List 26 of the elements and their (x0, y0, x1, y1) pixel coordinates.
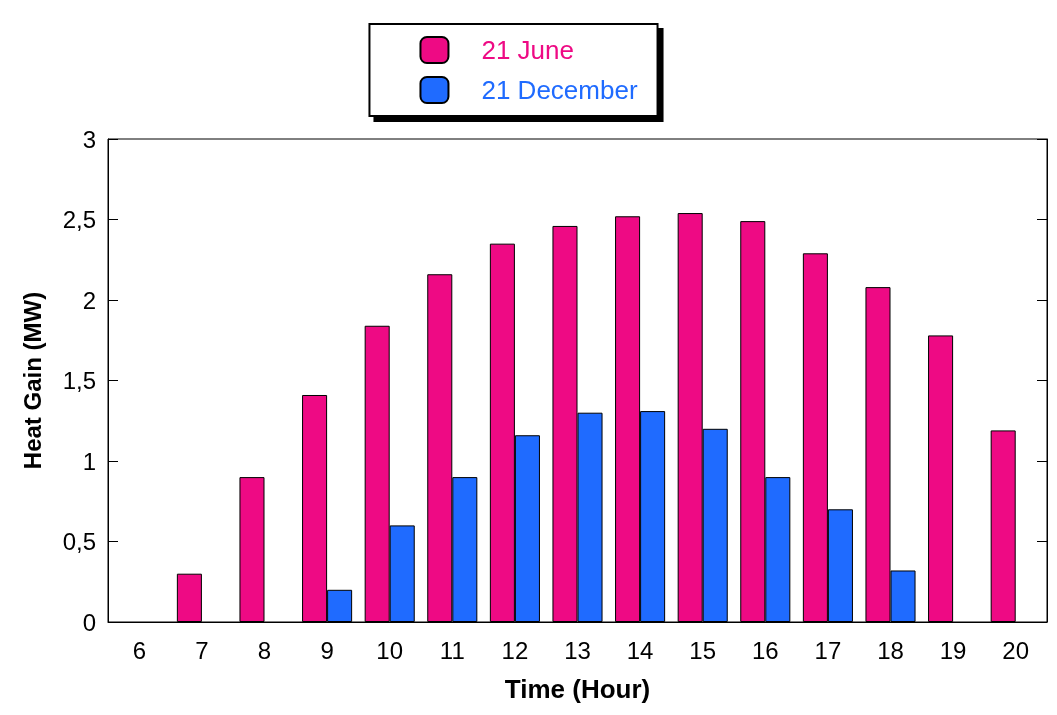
y-tick-label: 2,5 (62, 206, 96, 233)
x-tick-label: 12 (501, 636, 529, 664)
x-tick-label: 13 (564, 636, 591, 664)
y-tick-label: 1 (82, 447, 96, 475)
x-tick-label: 19 (939, 636, 967, 664)
y-tick-label: 0,5 (62, 528, 96, 555)
y-tick-label: 3 (82, 125, 96, 153)
y-tick-label: 0 (82, 608, 96, 636)
x-tick-label: 9 (320, 636, 334, 664)
x-tick-label: 16 (751, 636, 779, 664)
y-axis-title: Heat Gain (MW) (18, 291, 46, 470)
x-tick-label: 20 (1002, 636, 1030, 664)
x-tick-label: 8 (257, 636, 272, 664)
x-tick-label: 6 (132, 636, 146, 664)
x-tick-label: 15 (689, 636, 717, 664)
x-axis-title: Time (Hour) (504, 674, 651, 704)
x-tick-label: 17 (814, 636, 842, 664)
x-tick-label: 7 (195, 636, 209, 664)
legend-label: 21 December (481, 75, 638, 105)
x-tick-label: 10 (376, 636, 404, 664)
legend-label: 21 June (481, 35, 574, 65)
y-tick-label: 2 (82, 286, 96, 314)
x-tick-label: 11 (439, 636, 465, 664)
x-tick-label: 14 (626, 636, 654, 664)
y-tick-label: 1,5 (62, 367, 96, 394)
x-tick-label: 18 (877, 636, 904, 664)
